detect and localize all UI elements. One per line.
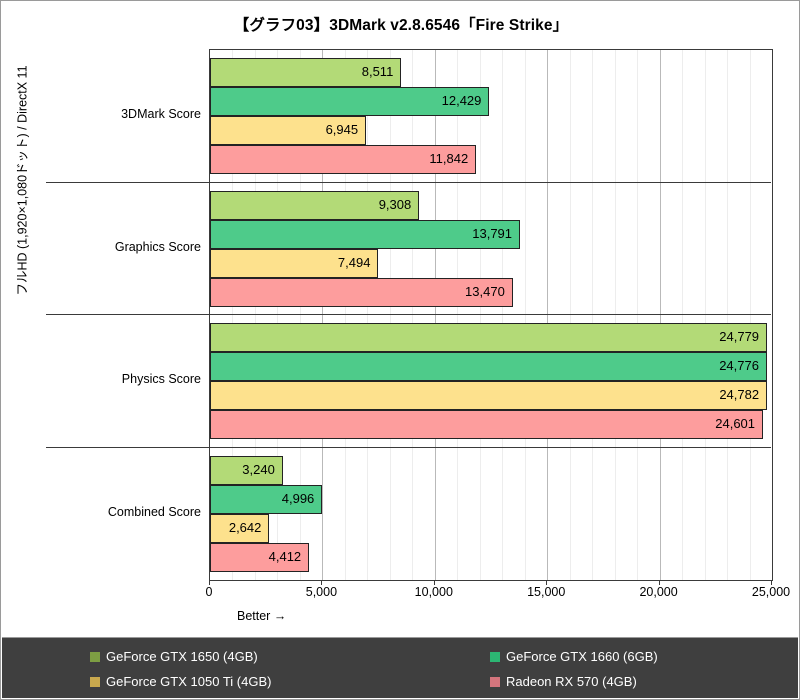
y-axis-title: フルHD (1,920×1,080ドット) / DirectX 11 [15,65,30,296]
gridline-minor [704,50,706,580]
gridline-minor [682,50,684,580]
bar-value-label: 12,429 [441,93,482,109]
x-tick-mark [209,580,210,585]
plot-area: 8,511 12,429 6,945 11,842 9,308 13,791 7,494 13… [209,49,773,581]
category-label: Combined Score [107,504,201,519]
gridline-minor [299,50,301,580]
legend-label: GeForce GTX 1050 Ti (4GB) [106,674,272,689]
gridline-minor [277,50,279,580]
x-tick-mark [321,580,323,585]
gridline-minor [367,50,369,580]
bar [210,455,283,485]
x-tick-label: 25,000 [751,585,791,599]
legend-swatch-icon [90,677,100,687]
gridline-minor [457,50,459,580]
category-label: Physics Score [121,372,201,387]
bar-value-label: 11,842 [429,151,469,167]
bar-value-label: 7,494 [337,254,371,270]
gridline-minor [637,50,639,580]
gridline-minor [254,50,256,580]
x-tick-label: 20,000 [639,585,678,599]
category-separator [46,181,771,183]
gridline-minor [614,50,616,580]
legend-item[interactable]: GeForce GTX 1050 Ti (4GB) [90,674,271,689]
x-tick-label: 15,000 [527,585,566,599]
gridline-minor [727,50,729,580]
x-tick-label: 10,000 [414,585,453,599]
gridline-minor [344,50,346,580]
gridline-minor [479,50,481,580]
category-separator [46,446,771,448]
bar-value-label: 4,412 [268,548,302,564]
gridline-minor [502,50,504,580]
gridline-major [547,50,549,580]
gridline-minor [389,50,391,580]
legend-swatch-icon [490,652,500,662]
gridline-minor [569,50,571,580]
bar [210,484,323,514]
category-label: 3DMark Score [121,107,201,122]
bar [210,58,402,88]
gridline-minor [412,50,414,580]
bar [210,277,513,307]
bar [210,219,521,249]
bar-value-label: 24,779 [719,329,760,345]
legend-item[interactable]: Radeon RX 570 (4GB) [490,674,637,689]
legend-panel: GeForce GTX 1650 (4GB) GeForce GTX 1660 (… [2,637,798,698]
x-tick-label: 5,000 [305,585,338,599]
x-tick-mark [433,580,435,585]
category-label: Graphics Score [114,239,201,254]
legend-item[interactable]: GeForce GTX 1650 (4GB) [90,649,258,664]
bar-value-label: 13,470 [465,283,505,299]
bar [210,542,310,572]
bar [210,248,379,278]
bar [210,352,767,382]
legend-swatch-icon [90,652,100,662]
bar-value-label: 3,240 [242,461,275,477]
bar [210,87,490,117]
x-axis-direction-label: Better → [237,609,287,623]
bar-value-label: 2,642 [228,519,262,535]
category-separator [46,314,771,315]
x-tick-mark [546,580,548,585]
gridline-minor [749,50,751,580]
gridline-major [434,50,436,580]
bar-value-label: 6,945 [325,122,359,138]
bar-value-label: 9,308 [378,196,412,212]
bar [210,145,477,175]
gridline-minor [592,50,594,580]
legend-label: Radeon RX 570 (4GB) [506,674,637,689]
legend-label: GeForce GTX 1660 (6GB) [506,649,658,664]
gridline-major [659,50,661,580]
bar-value-label: 8,511 [361,64,394,80]
legend-label: GeForce GTX 1650 (4GB) [106,649,258,664]
bar-value-label: 24,601 [715,416,756,432]
bar-value-label: 24,782 [719,387,760,403]
bar [210,513,270,543]
bar [210,190,420,220]
legend-item[interactable]: GeForce GTX 1660 (6GB) [490,649,658,664]
gridline-minor [232,50,234,580]
gridline-major [322,50,324,580]
bar [210,381,768,411]
bar-value-label: 13,791 [472,225,513,241]
bar [210,116,367,146]
bar [210,410,764,440]
bar [210,323,768,353]
legend-swatch-icon [490,677,500,687]
x-tick-mark [658,580,660,585]
page-title: 【グラフ03】3DMark v2.8.6546「Fire Strike」 [233,17,569,34]
x-tick-mark [771,580,772,585]
x-tick-label: 0 [205,585,213,599]
gridline-minor [524,50,526,580]
bar-value-label: 4,996 [281,490,315,506]
bar-value-label: 24,776 [719,358,759,374]
